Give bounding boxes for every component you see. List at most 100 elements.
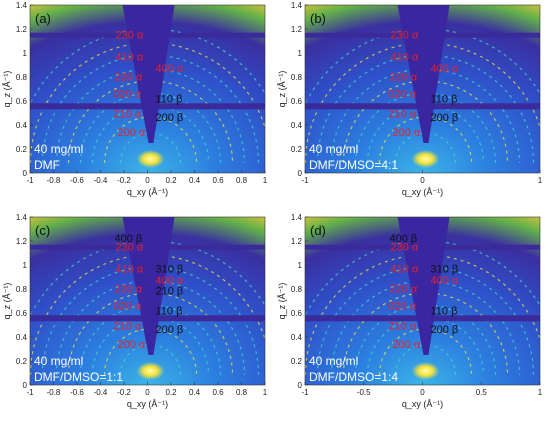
y-tick-label: 0.4 [16, 333, 28, 342]
x-tick-label: 0.8 [236, 388, 248, 397]
x-tick-label: -0.4 [94, 176, 108, 185]
alpha-peak-label: 410 α [391, 51, 419, 63]
x-tick-label: -0.5 [357, 388, 371, 397]
alpha-peak-label: 220 α [115, 72, 143, 84]
alpha-peak-label: 210 α [389, 109, 417, 121]
x-tick-label: -0.8 [47, 388, 61, 397]
y-tick-label: 1.2 [16, 237, 28, 246]
x-tick-label: 0.6 [212, 388, 224, 397]
alpha-peak-label: 230 α [116, 30, 144, 42]
alpha-peak-label: 020 α [114, 300, 142, 312]
x-tick-label: 1 [263, 388, 268, 397]
alpha-peak-label: 020 α [389, 88, 417, 100]
x-tick-label: 1 [263, 176, 268, 185]
y-tick-label: 1 [23, 261, 28, 270]
beta-peak-label: 310 β [431, 263, 459, 275]
beta-peak-label: 210 β [156, 285, 184, 297]
x-tick-label: 0 [420, 176, 425, 185]
alpha-peak-label: 400 α [431, 275, 459, 287]
x-tick-label: -0.6 [70, 176, 84, 185]
alpha-peak-label: 200 α [118, 127, 146, 139]
y-tick-label: 1.4 [16, 1, 28, 10]
alpha-peak-label: 220 α [390, 284, 418, 296]
concentration-label: 40 mg/ml [309, 142, 358, 156]
alpha-peak-label: 220 α [115, 284, 143, 296]
y-axis-label: q_z (Å⁻¹) [2, 283, 12, 320]
alpha-peak-label: 230 α [391, 30, 419, 42]
x-tick-label: -0.4 [94, 388, 108, 397]
y-tick-label: 1.4 [291, 213, 303, 222]
y-tick-label: 0.8 [291, 73, 303, 82]
x-tick-label: 1 [538, 176, 543, 185]
y-tick-label: 0.6 [291, 97, 303, 106]
beta-peak-label: 400 β [390, 233, 418, 245]
x-axis-label: q_xy (Å⁻¹) [127, 399, 168, 409]
x-tick-label: 0.5 [476, 388, 488, 397]
alpha-peak-label: 200 α [118, 339, 146, 351]
beta-peak-label: 200 β [431, 324, 459, 336]
beta-peak-label: 200 β [156, 112, 184, 124]
y-tick-label: 1 [298, 261, 303, 270]
y-tick-label: 0.8 [16, 285, 28, 294]
alpha-peak-label: 220 α [390, 72, 418, 84]
concentration-label: 40 mg/ml [34, 142, 83, 156]
alpha-peak-label: 210 α [114, 109, 142, 121]
x-tick-label: -1 [26, 388, 34, 397]
panel-tag: (b) [310, 11, 326, 26]
x-axis-label: q_xy (Å⁻¹) [402, 399, 443, 409]
alpha-peak-label: 200 α [393, 339, 421, 351]
x-tick-label: -0.6 [70, 388, 84, 397]
y-tick-label: 0.4 [16, 121, 28, 130]
panel-tag: (c) [35, 223, 50, 238]
alpha-peak-label: 400 α [431, 63, 459, 75]
alpha-peak-label: 410 α [391, 263, 419, 275]
y-tick-label: 0.6 [291, 309, 303, 318]
solvent-label: DMF/DMSO=1:4 [309, 370, 398, 384]
x-tick-label: 0 [145, 176, 150, 185]
panel-tag: (a) [35, 11, 51, 26]
direct-beam-spot [137, 362, 165, 380]
x-tick-label: -0.2 [117, 176, 131, 185]
solvent-label: DMF [34, 158, 60, 172]
y-axis-label: q_z (Å⁻¹) [2, 71, 12, 108]
direct-beam-spot [137, 150, 165, 168]
x-tick-label: -1 [301, 176, 309, 185]
x-tick-label: 0.4 [189, 176, 201, 185]
x-tick-label: 0.2 [165, 388, 177, 397]
y-tick-label: 0.4 [291, 121, 303, 130]
x-tick-label: 0.4 [189, 388, 201, 397]
x-tick-label: -0.2 [117, 388, 131, 397]
y-tick-label: 1 [23, 49, 28, 58]
beta-peak-label: 200 β [431, 112, 459, 124]
y-tick-label: 0.8 [16, 73, 28, 82]
panel-tag: (d) [310, 223, 326, 238]
x-tick-label: -1 [301, 388, 309, 397]
beta-peak-label: 200 β [156, 324, 184, 336]
y-tick-label: 0.8 [291, 285, 303, 294]
alpha-peak-label: 020 α [389, 300, 417, 312]
y-tick-label: 1.4 [291, 1, 303, 10]
alpha-peak-label: 200 α [393, 127, 421, 139]
y-tick-label: 1.2 [291, 237, 303, 246]
y-tick-label: 1.4 [16, 213, 28, 222]
y-tick-label: 1 [298, 49, 303, 58]
x-tick-label: 1 [538, 388, 543, 397]
x-tick-label: 0 [420, 388, 425, 397]
y-tick-label: 1.2 [16, 25, 28, 34]
alpha-peak-label: 410 α [116, 51, 144, 63]
y-tick-label: 0.2 [291, 145, 303, 154]
concentration-label: 40 mg/ml [34, 354, 83, 368]
y-tick-label: 0.2 [16, 357, 28, 366]
alpha-peak-label: 400 α [156, 63, 184, 75]
x-axis-label: q_xy (Å⁻¹) [402, 187, 443, 197]
y-tick-label: 0.2 [16, 145, 28, 154]
alpha-peak-label: 210 α [389, 321, 417, 333]
x-tick-label: 0.8 [236, 176, 248, 185]
x-axis-label: q_xy (Å⁻¹) [127, 187, 168, 197]
beta-peak-label: 110 β [431, 93, 458, 105]
